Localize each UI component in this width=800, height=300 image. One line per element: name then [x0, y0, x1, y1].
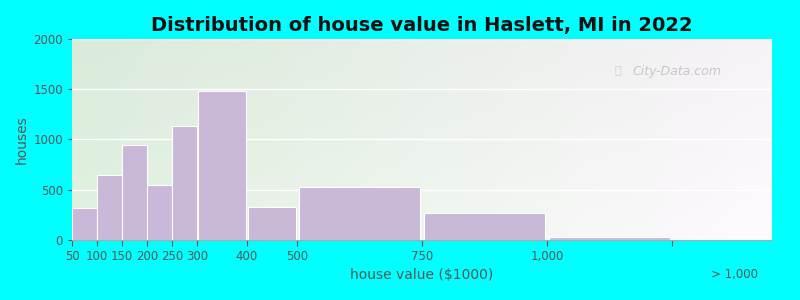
Text: > 1,000: > 1,000	[711, 268, 758, 281]
Bar	[248, 207, 296, 240]
Y-axis label: houses: houses	[15, 115, 29, 164]
Title: Distribution of house value in Haslett, MI in 2022: Distribution of house value in Haslett, …	[151, 16, 693, 35]
Bar	[122, 145, 146, 240]
Text: City-Data.com: City-Data.com	[632, 65, 721, 78]
Bar	[72, 208, 97, 240]
Text: 🔍: 🔍	[614, 66, 621, 76]
X-axis label: house value ($1000): house value ($1000)	[350, 268, 494, 282]
Bar	[299, 187, 420, 240]
Bar	[172, 126, 197, 240]
Bar	[424, 213, 545, 240]
Bar	[98, 175, 122, 240]
Bar	[198, 91, 246, 240]
Bar	[549, 237, 670, 240]
Bar	[147, 185, 172, 240]
